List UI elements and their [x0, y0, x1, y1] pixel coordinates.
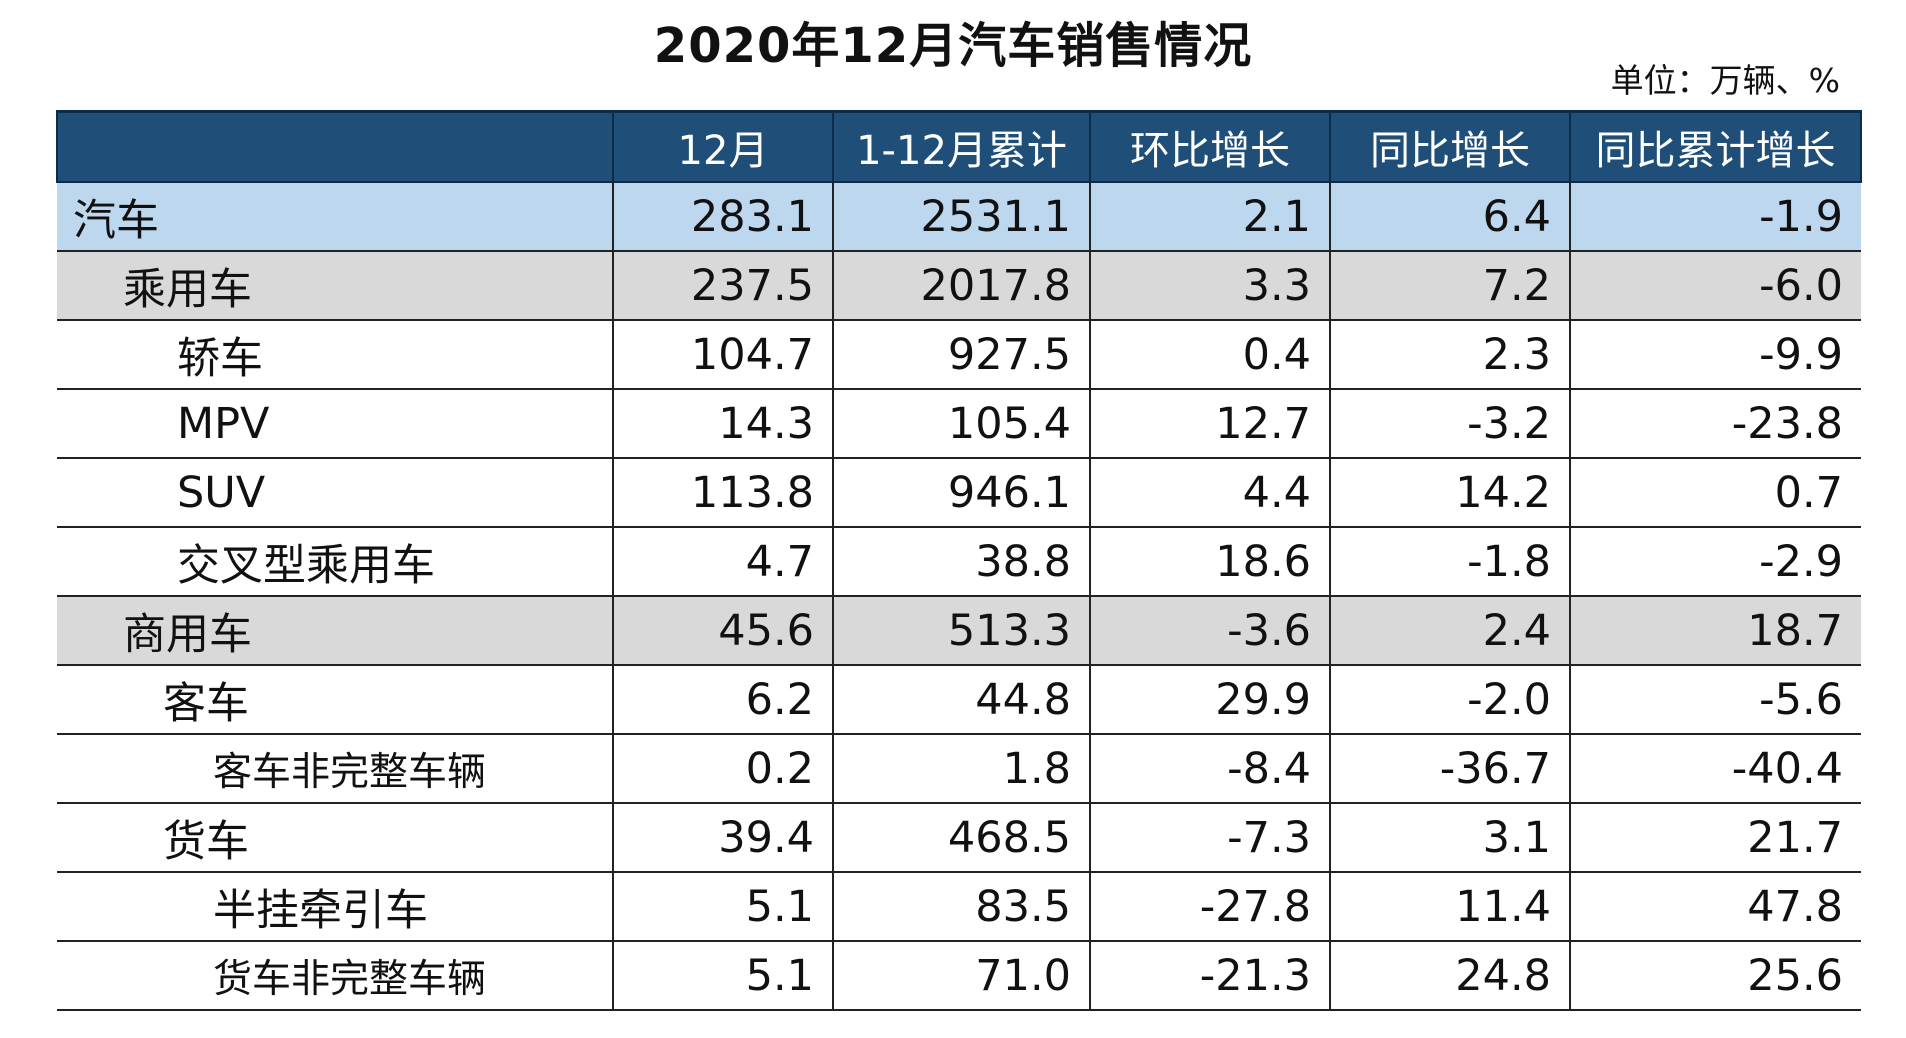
cell-ytd: 513.3 [832, 596, 1090, 666]
cell-ytd-yoy: 0.7 [1569, 458, 1861, 528]
row-label: 货车非完整车辆 [57, 941, 613, 1011]
cell-ytd-yoy: -5.6 [1569, 665, 1861, 735]
table-row: 客车 6.2 44.8 29.9 -2.0 -5.6 [57, 665, 1861, 735]
cell-ytd-yoy: 21.7 [1569, 803, 1861, 873]
cell-yoy: -36.7 [1329, 734, 1570, 804]
cell-december: 6.2 [612, 665, 833, 735]
cell-december: 14.3 [612, 389, 833, 459]
header-cell-yoy: 同比增长 [1329, 110, 1570, 183]
cell-yoy: 24.8 [1329, 941, 1570, 1011]
sales-table: 12月 1-12月累计 环比增长 同比增长 同比累计增长 汽车 283.1 25… [56, 110, 1862, 1011]
cell-december: 5.1 [612, 872, 833, 942]
table-row: 汽车 283.1 2531.1 2.1 6.4 -1.9 [57, 182, 1861, 252]
cell-ytd: 38.8 [832, 527, 1090, 597]
cell-yoy: 2.3 [1329, 320, 1570, 390]
cell-ytd-yoy: 25.6 [1569, 941, 1861, 1011]
cell-ytd: 83.5 [832, 872, 1090, 942]
cell-mom: 12.7 [1089, 389, 1330, 459]
cell-ytd-yoy: -23.8 [1569, 389, 1861, 459]
page-title: 2020年12月汽车销售情况 [653, 18, 1253, 74]
cell-ytd: 927.5 [832, 320, 1090, 390]
cell-ytd: 468.5 [832, 803, 1090, 873]
table-row: 乘用车 237.5 2017.8 3.3 7.2 -6.0 [57, 251, 1861, 321]
cell-ytd: 105.4 [832, 389, 1090, 459]
cell-ytd: 946.1 [832, 458, 1090, 528]
cell-mom: 0.4 [1089, 320, 1330, 390]
cell-ytd: 1.8 [832, 734, 1090, 804]
cell-yoy: 14.2 [1329, 458, 1570, 528]
cell-ytd-yoy: 47.8 [1569, 872, 1861, 942]
cell-ytd: 44.8 [832, 665, 1090, 735]
cell-december: 4.7 [612, 527, 833, 597]
row-label: 货车 [57, 803, 613, 873]
row-label: 客车非完整车辆 [57, 734, 613, 804]
row-label: 轿车 [57, 320, 613, 390]
row-label: SUV [57, 458, 613, 528]
row-label: 乘用车 [57, 251, 613, 321]
table-row: 轿车 104.7 927.5 0.4 2.3 -9.9 [57, 320, 1861, 390]
row-label: MPV [57, 389, 613, 459]
cell-yoy: 2.4 [1329, 596, 1570, 666]
header-cell-category [56, 110, 613, 183]
table-row: 商用车 45.6 513.3 -3.6 2.4 18.7 [57, 596, 1861, 666]
cell-ytd-yoy: 18.7 [1569, 596, 1861, 666]
cell-mom: -8.4 [1089, 734, 1330, 804]
cell-mom: 4.4 [1089, 458, 1330, 528]
cell-yoy: 6.4 [1329, 182, 1570, 252]
cell-mom: 3.3 [1089, 251, 1330, 321]
cell-december: 45.6 [612, 596, 833, 666]
header-cell-ytd: 1-12月累计 [832, 110, 1090, 183]
header-row: 12月 1-12月累计 环比增长 同比增长 同比累计增长 [56, 110, 1862, 183]
table-row: 货车非完整车辆 5.1 71.0 -21.3 24.8 25.6 [57, 941, 1861, 1011]
cell-yoy: -2.0 [1329, 665, 1570, 735]
cell-mom: 18.6 [1089, 527, 1330, 597]
header-cell-ytd-yoy: 同比累计增长 [1569, 110, 1862, 183]
row-label: 客车 [57, 665, 613, 735]
cell-december: 39.4 [612, 803, 833, 873]
row-label: 商用车 [57, 596, 613, 666]
row-label: 半挂牵引车 [57, 872, 613, 942]
table-row: SUV 113.8 946.1 4.4 14.2 0.7 [57, 458, 1861, 528]
cell-december: 237.5 [612, 251, 833, 321]
cell-december: 5.1 [612, 941, 833, 1011]
cell-mom: 2.1 [1089, 182, 1330, 252]
cell-mom: -21.3 [1089, 941, 1330, 1011]
cell-yoy: 3.1 [1329, 803, 1570, 873]
row-label: 汽车 [57, 182, 613, 252]
cell-mom: -27.8 [1089, 872, 1330, 942]
cell-ytd: 71.0 [832, 941, 1090, 1011]
header-cell-mom: 环比增长 [1089, 110, 1330, 183]
table-row: 货车 39.4 468.5 -7.3 3.1 21.7 [57, 803, 1861, 873]
cell-mom: -7.3 [1089, 803, 1330, 873]
cell-ytd: 2531.1 [832, 182, 1090, 252]
unit-note: 单位：万辆、% [1610, 61, 1840, 100]
cell-ytd-yoy: -2.9 [1569, 527, 1861, 597]
cell-ytd-yoy: -1.9 [1569, 182, 1861, 252]
cell-yoy: 11.4 [1329, 872, 1570, 942]
cell-mom: 29.9 [1089, 665, 1330, 735]
cell-ytd-yoy: -40.4 [1569, 734, 1861, 804]
cell-december: 104.7 [612, 320, 833, 390]
cell-yoy: -3.2 [1329, 389, 1570, 459]
table-row: MPV 14.3 105.4 12.7 -3.2 -23.8 [57, 389, 1861, 459]
cell-yoy: -1.8 [1329, 527, 1570, 597]
cell-december: 283.1 [612, 182, 833, 252]
cell-ytd-yoy: -9.9 [1569, 320, 1861, 390]
cell-december: 0.2 [612, 734, 833, 804]
cell-yoy: 7.2 [1329, 251, 1570, 321]
table-row: 交叉型乘用车 4.7 38.8 18.6 -1.8 -2.9 [57, 527, 1861, 597]
row-label: 交叉型乘用车 [57, 527, 613, 597]
cell-mom: -3.6 [1089, 596, 1330, 666]
table-row: 半挂牵引车 5.1 83.5 -27.8 11.4 47.8 [57, 872, 1861, 942]
cell-december: 113.8 [612, 458, 833, 528]
table-row: 客车非完整车辆 0.2 1.8 -8.4 -36.7 -40.4 [57, 734, 1861, 804]
cell-ytd-yoy: -6.0 [1569, 251, 1861, 321]
cell-ytd: 2017.8 [832, 251, 1090, 321]
header-cell-december: 12月 [612, 110, 833, 183]
